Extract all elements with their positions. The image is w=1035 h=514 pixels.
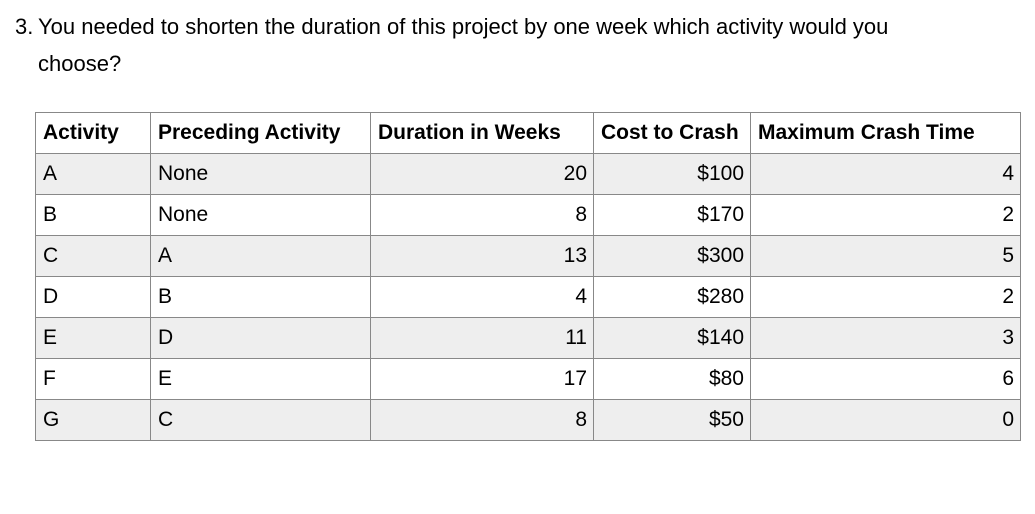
table-cell: 6 (750, 358, 1021, 400)
table-row: C A 13 $300 5 (35, 235, 1021, 277)
document-page: 3. You needed to shorten the duration of… (0, 8, 1035, 514)
table-cell: 3 (750, 317, 1021, 359)
table-cell: None (150, 194, 371, 236)
table-row: E D 11 $140 3 (35, 317, 1021, 359)
table-cell: E (35, 317, 151, 359)
table-cell: $50 (593, 399, 751, 441)
column-header: Activity (35, 112, 151, 154)
table-cell: $170 (593, 194, 751, 236)
question-text-line: choose? (38, 51, 122, 76)
column-header: Maximum Crash Time (750, 112, 1021, 154)
table-cell: 4 (750, 153, 1021, 195)
table-cell: D (35, 276, 151, 318)
table-cell: 11 (370, 317, 594, 359)
table-cell: B (35, 194, 151, 236)
table-cell: 4 (370, 276, 594, 318)
table-cell: B (150, 276, 371, 318)
table-cell: 5 (750, 235, 1021, 277)
table-cell: $300 (593, 235, 751, 277)
table-cell: $140 (593, 317, 751, 359)
table-row: D B 4 $280 2 (35, 276, 1021, 318)
table-row: F E 17 $80 6 (35, 358, 1021, 400)
table-cell: F (35, 358, 151, 400)
table-cell: None (150, 153, 371, 195)
table-cell: 8 (370, 399, 594, 441)
table-cell: 20 (370, 153, 594, 195)
question-text: You needed to shorten the duration of th… (38, 8, 1035, 82)
table-cell: 13 (370, 235, 594, 277)
table-cell: C (35, 235, 151, 277)
table-cell: G (35, 399, 151, 441)
activity-table: Activity Preceding Activity Duration in We… (35, 112, 1021, 441)
table-cell: E (150, 358, 371, 400)
column-header: Duration in Weeks (370, 112, 594, 154)
table-cell: 0 (750, 399, 1021, 441)
table-body: A None 20 $100 4 B None 8 $170 2 C A 13 $300 5 D B 4 $280 2… (35, 153, 1021, 441)
question-text-line: You needed to shorten the duration of th… (38, 14, 889, 39)
table-row: B None 8 $170 2 (35, 194, 1021, 236)
table-row: A None 20 $100 4 (35, 153, 1021, 195)
table-cell: 2 (750, 194, 1021, 236)
table-cell: $100 (593, 153, 751, 195)
question: 3. You needed to shorten the duration of… (15, 8, 1035, 82)
table-cell: D (150, 317, 371, 359)
table-cell: A (35, 153, 151, 195)
table-cell: 2 (750, 276, 1021, 318)
question-number: 3. (15, 14, 34, 39)
table-cell: A (150, 235, 371, 277)
column-header: Cost to Crash (593, 112, 751, 154)
table-cell: $80 (593, 358, 751, 400)
table-cell: 8 (370, 194, 594, 236)
table-cell: C (150, 399, 371, 441)
table-row: G C 8 $50 0 (35, 399, 1021, 441)
table-cell: $280 (593, 276, 751, 318)
table-header-row: Activity Preceding Activity Duration in We… (35, 112, 1021, 154)
column-header: Preceding Activity (150, 112, 371, 154)
table-cell: 17 (370, 358, 594, 400)
